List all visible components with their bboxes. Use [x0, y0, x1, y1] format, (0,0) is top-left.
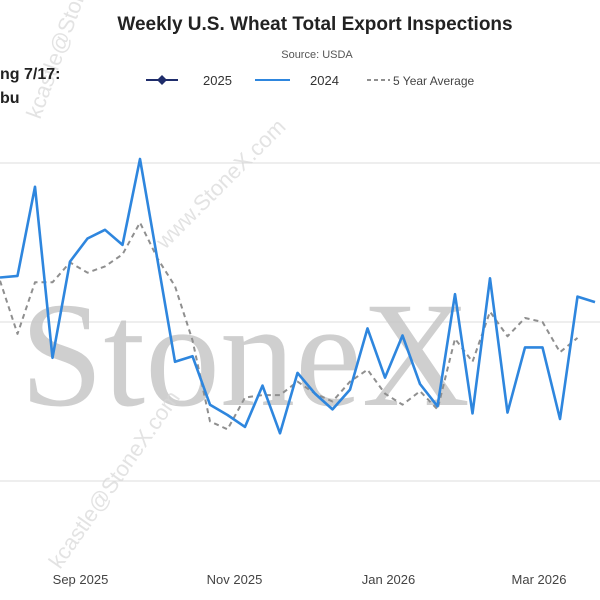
- series-line-2024: [0, 157, 596, 435]
- chart-title: Weekly U.S. Wheat Total Export Inspectio…: [117, 14, 512, 35]
- x-tick-label: Mar 2026: [512, 572, 567, 587]
- x-tick-label: Sep 2025: [53, 572, 109, 587]
- legend-marker-2025: [157, 75, 167, 85]
- gridlines: [0, 162, 600, 482]
- series-layer: [0, 157, 596, 435]
- series-line-5-year-average: [0, 221, 579, 431]
- chart-subtitle: Source: USDA: [281, 49, 353, 61]
- side-note-line-2: bu: [0, 90, 20, 107]
- legend-label-2025: 2025: [203, 73, 232, 88]
- legend-label-2024: 2024: [310, 73, 339, 88]
- x-tick-label: Nov 2025: [207, 572, 263, 587]
- legend: 2025 2024 5 Year Average: [146, 73, 475, 88]
- watermark-text: StoneX: [20, 272, 470, 438]
- watermark-diagonal-2: kcastle@StoneX.com: [21, 0, 117, 122]
- x-axis-tick-labels: Sep 2025 Nov 2025 Jan 2026 Mar 2026: [53, 572, 567, 587]
- watermark-diagonal-1: www.StoneX.com: [150, 114, 290, 254]
- side-note-line-1: ng 7/17:: [0, 66, 60, 83]
- legend-label-5yr: 5 Year Average: [393, 74, 475, 88]
- x-tick-label: Jan 2026: [362, 572, 416, 587]
